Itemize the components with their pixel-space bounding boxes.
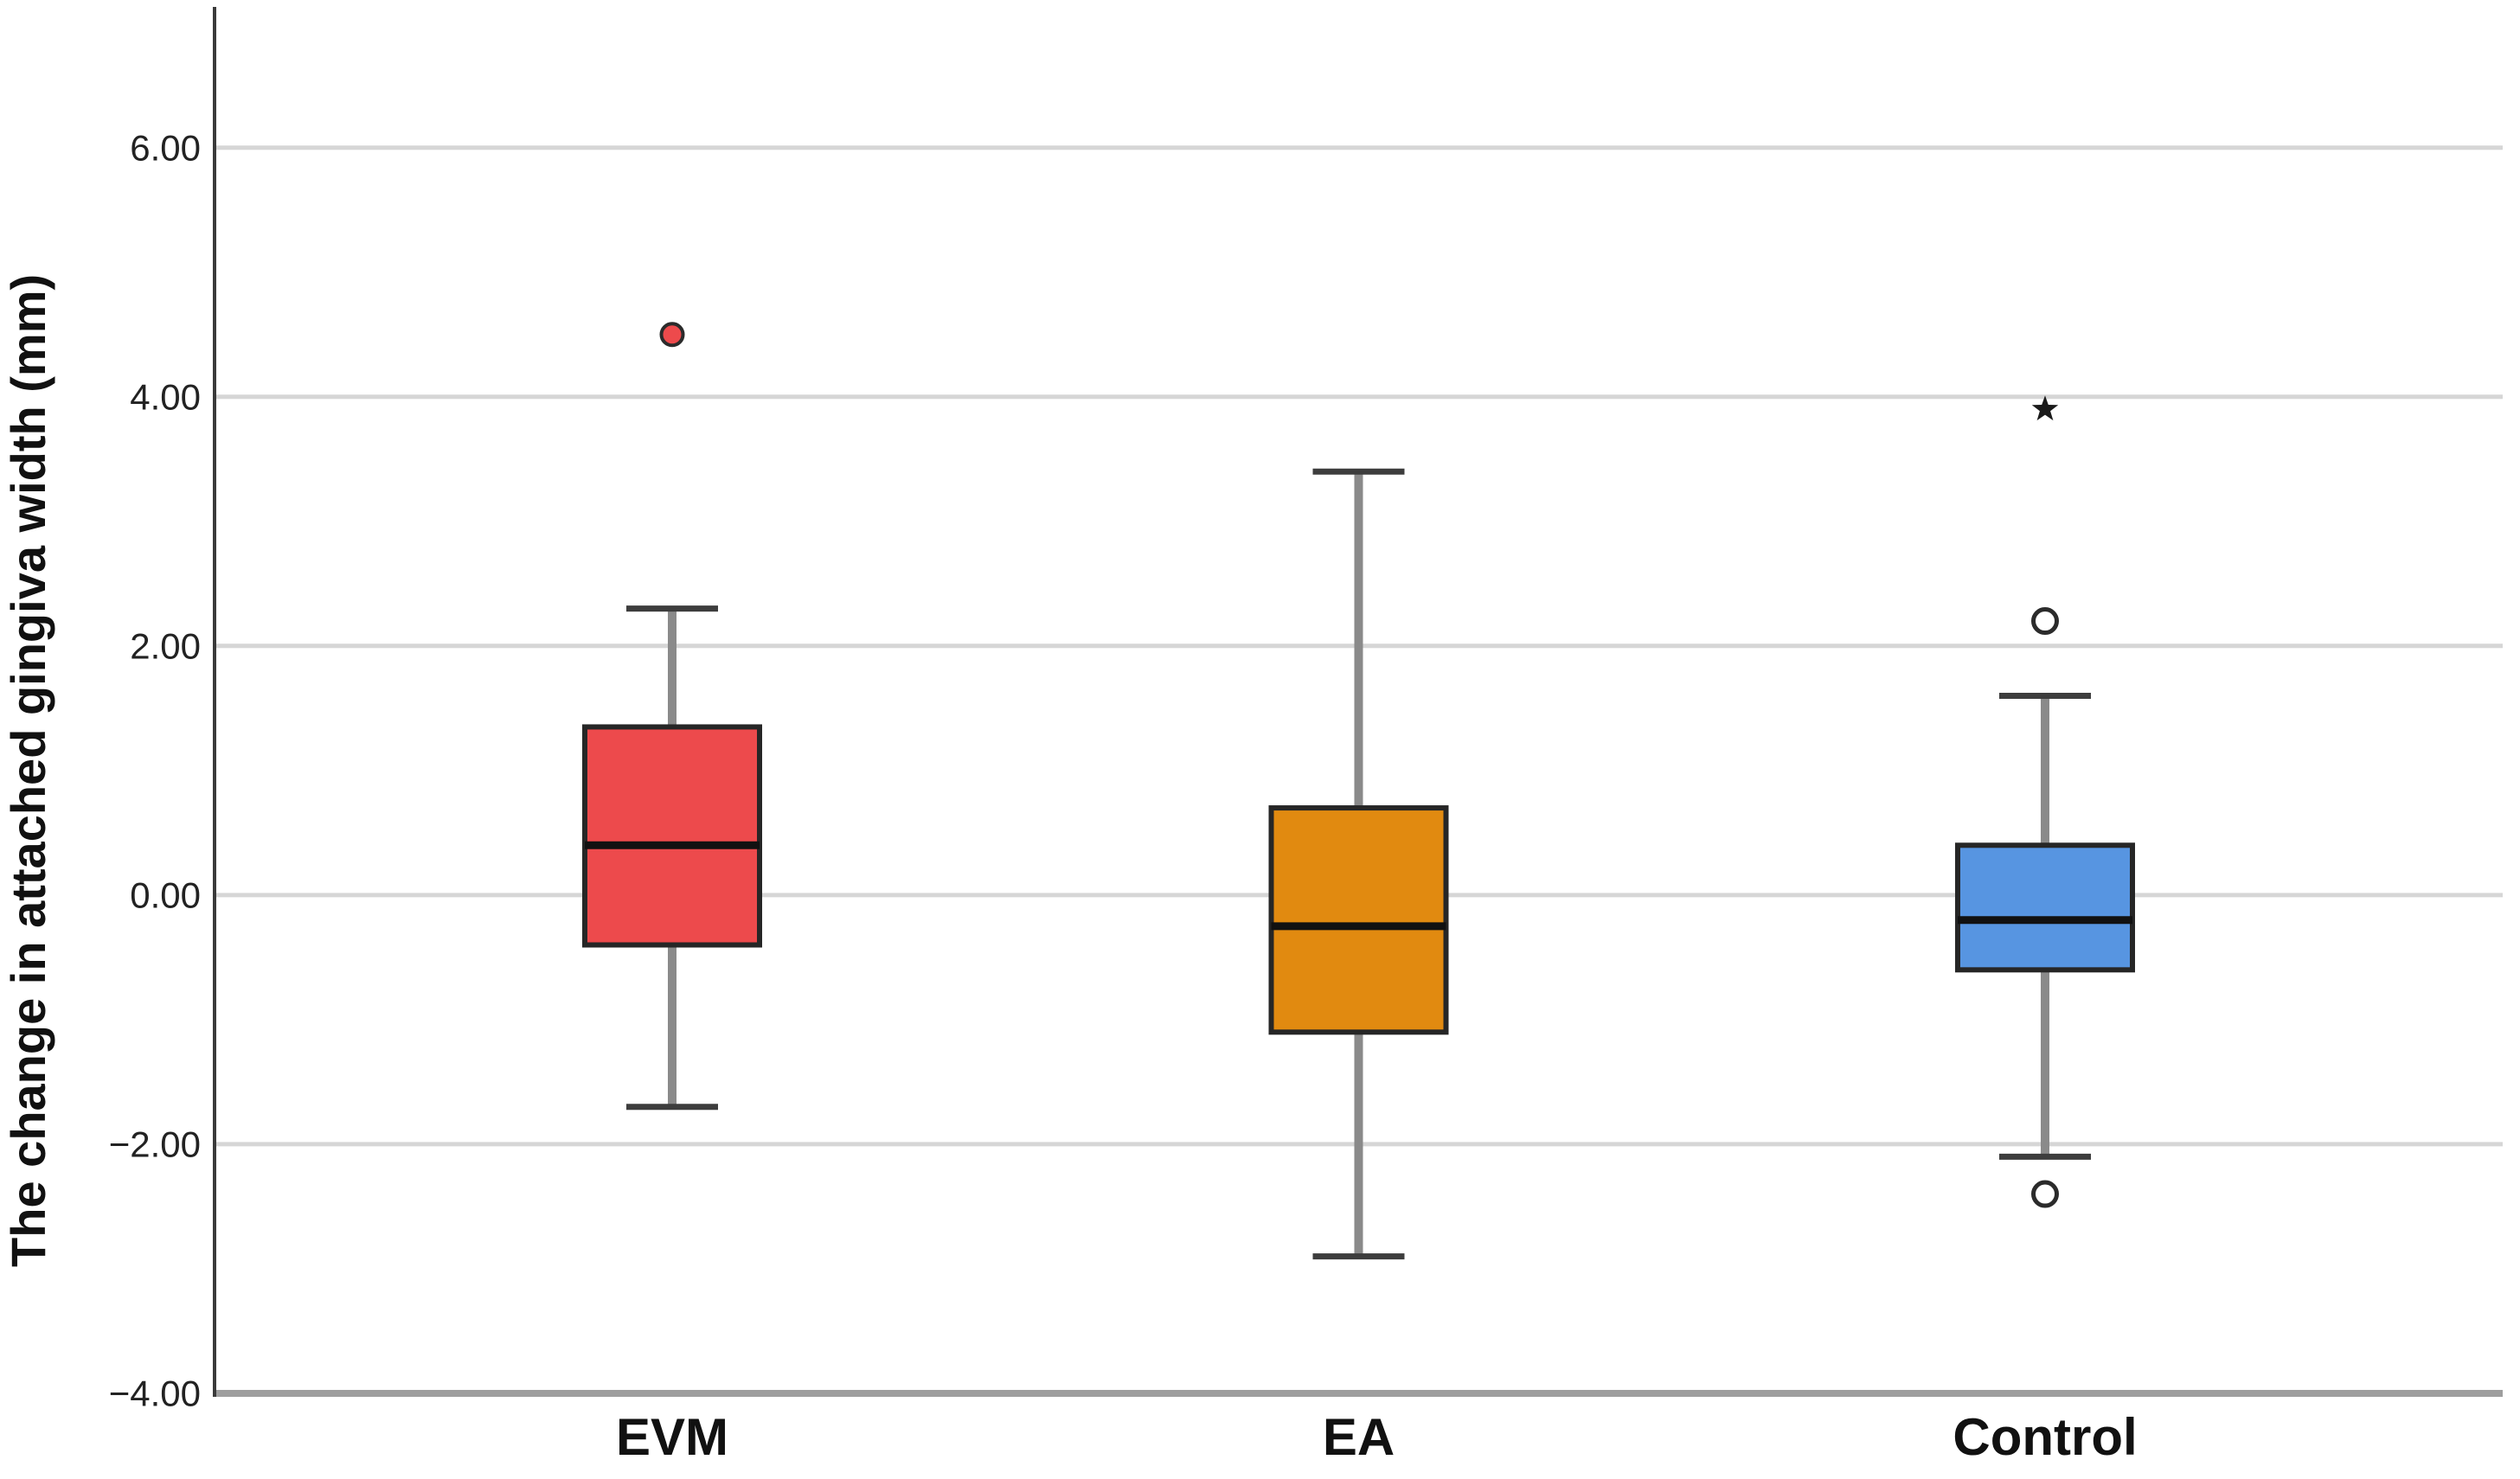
- y-tick-label-2: 2.00: [130, 626, 201, 667]
- category-label-control: Control: [1953, 1408, 2137, 1466]
- y-tick-label--4: −4.00: [109, 1373, 201, 1414]
- box-evm: [582, 724, 762, 948]
- outlier-filled-circle-evm: [659, 322, 685, 348]
- box-ea: [1268, 805, 1449, 1035]
- y-tick-label--2: −2.00: [109, 1124, 201, 1165]
- box-control: [1955, 842, 2135, 973]
- y-tick-label-0: 0.00: [130, 875, 201, 916]
- outlier-open-circle-control: [2031, 607, 2059, 636]
- y-axis-title: The change in attached gingiva width (mm…: [1, 274, 55, 1267]
- y-tick-label-6: 6.00: [130, 127, 201, 168]
- y-tick-label-4: 4.00: [130, 377, 201, 418]
- category-label-ea: EA: [1323, 1408, 1395, 1466]
- extreme-outlier-star-control: [2031, 395, 2059, 421]
- category-label-evm: EVM: [616, 1408, 728, 1466]
- outlier-open-circle-control: [2031, 1180, 2059, 1208]
